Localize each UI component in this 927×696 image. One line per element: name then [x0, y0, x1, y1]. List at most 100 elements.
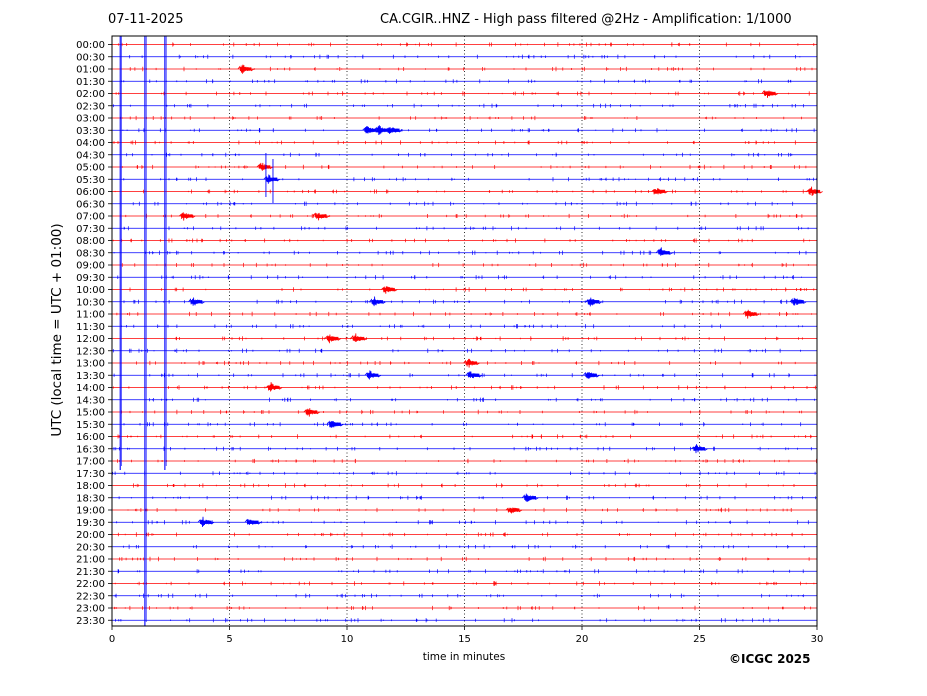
date-label: 07-11-2025 — [108, 12, 184, 27]
chart-title: CA.CGIR..HNZ - High pass filtered @2Hz -… — [380, 12, 792, 27]
y-tick-label: 23:00 — [76, 604, 105, 615]
event-burst — [742, 309, 760, 319]
x-tick-label: 10 — [341, 634, 354, 645]
trace-row — [112, 128, 817, 133]
trace-row — [112, 262, 817, 268]
y-tick-label: 15:30 — [76, 420, 105, 431]
y-tick-label: 16:30 — [76, 444, 105, 455]
trace-row — [112, 42, 817, 47]
event-burst — [369, 296, 386, 307]
event-burst — [178, 212, 196, 221]
trace-row — [112, 226, 817, 231]
trace-row — [112, 409, 817, 415]
event-burst — [381, 286, 398, 294]
y-tick-label: 09:00 — [76, 261, 105, 272]
y-tick-label: 10:30 — [76, 297, 105, 308]
y-tick-label: 00:30 — [76, 52, 105, 63]
event-burst — [263, 174, 281, 184]
y-tick-label: 23:30 — [76, 616, 105, 627]
y-tick-label: 02:30 — [76, 101, 105, 112]
y-tick-label: 18:30 — [76, 493, 105, 504]
y-tick-label: 01:30 — [76, 77, 105, 88]
y-tick-label: 02:00 — [76, 89, 105, 100]
trace-row — [112, 507, 817, 513]
trace-row — [112, 79, 817, 84]
event-burst — [197, 516, 215, 528]
y-tick-label: 16:00 — [76, 432, 105, 443]
y-tick-label: 14:30 — [76, 395, 105, 406]
y-tick-label: 18:00 — [76, 481, 105, 492]
trace-row — [112, 299, 817, 304]
y-tick-label: 06:30 — [76, 199, 105, 210]
y-tick-label: 21:00 — [76, 555, 105, 566]
trace-row — [112, 446, 817, 451]
trace-row — [112, 140, 817, 145]
trace-row — [112, 348, 817, 353]
trace-row — [112, 385, 817, 390]
event-burst — [303, 408, 321, 417]
event-burst — [364, 370, 382, 380]
x-tick-label: 25 — [693, 634, 706, 645]
x-tick-layer: 0 5 10 15 20 25 30 — [109, 626, 824, 645]
event-burst — [385, 126, 403, 134]
trace-layer — [111, 42, 823, 623]
trace-row — [112, 434, 817, 439]
y-tick-label: 14:00 — [76, 383, 105, 394]
y-tick-label: 07:00 — [76, 212, 105, 223]
trace-row — [112, 397, 817, 402]
x-tick-label: 0 — [109, 634, 115, 645]
event-burst — [789, 297, 807, 306]
event-burst — [326, 420, 344, 428]
trace-row — [112, 520, 817, 525]
y-tick-label: 06:00 — [76, 187, 105, 198]
y-tick-label: 22:30 — [76, 591, 105, 602]
y-tick-label: 19:30 — [76, 518, 105, 529]
event-burst — [463, 358, 480, 368]
event-burst — [655, 247, 673, 256]
x-tick-label: 30 — [811, 634, 824, 645]
y-tick-label: 03:00 — [76, 114, 105, 125]
y-tick-label: 17:00 — [76, 457, 105, 468]
event-burst — [362, 126, 379, 134]
trace-row — [112, 311, 817, 317]
trace-row — [112, 569, 817, 574]
y-tick-label: 05:00 — [76, 163, 105, 174]
event-burst — [265, 382, 283, 392]
event-burst — [651, 188, 668, 195]
y-tick-label: 13:30 — [76, 371, 105, 382]
trace-row — [112, 287, 817, 292]
trace-row — [112, 532, 817, 537]
trace-row — [112, 618, 817, 623]
y-tick-label: 21:30 — [76, 567, 105, 578]
event-burst — [188, 297, 205, 306]
y-tick-label: 00:00 — [76, 40, 105, 51]
event-burst — [244, 518, 262, 525]
trace-row — [112, 544, 817, 549]
trace-row — [112, 483, 817, 488]
trace-row — [112, 422, 817, 427]
y-tick-label: 04:30 — [76, 150, 105, 161]
y-tick-label: 01:00 — [76, 65, 105, 76]
copyright-label: ©ICGC 2025 — [729, 652, 811, 666]
event-burst — [312, 212, 330, 221]
event-burst — [350, 333, 368, 342]
event-burst — [585, 297, 603, 307]
y-tick-label: 11:30 — [76, 322, 105, 333]
y-tick-label: 19:00 — [76, 506, 105, 517]
trace-row — [112, 164, 817, 170]
trace-row — [112, 324, 818, 329]
y-tick-label: 13:00 — [76, 359, 105, 370]
trace-row — [112, 360, 817, 366]
spike-layer — [119, 36, 274, 626]
x-tick-label: 20 — [576, 634, 589, 645]
y-tick-label: 08:30 — [76, 248, 105, 259]
trace-row — [112, 495, 817, 500]
event-burst — [505, 507, 523, 514]
trace-row — [112, 213, 817, 219]
y-tick-label: 09:30 — [76, 273, 105, 284]
y-tick-label: 11:00 — [76, 310, 105, 321]
trace-row — [112, 605, 817, 611]
y-tick-label: 20:00 — [76, 530, 105, 541]
event-burst — [583, 371, 600, 379]
